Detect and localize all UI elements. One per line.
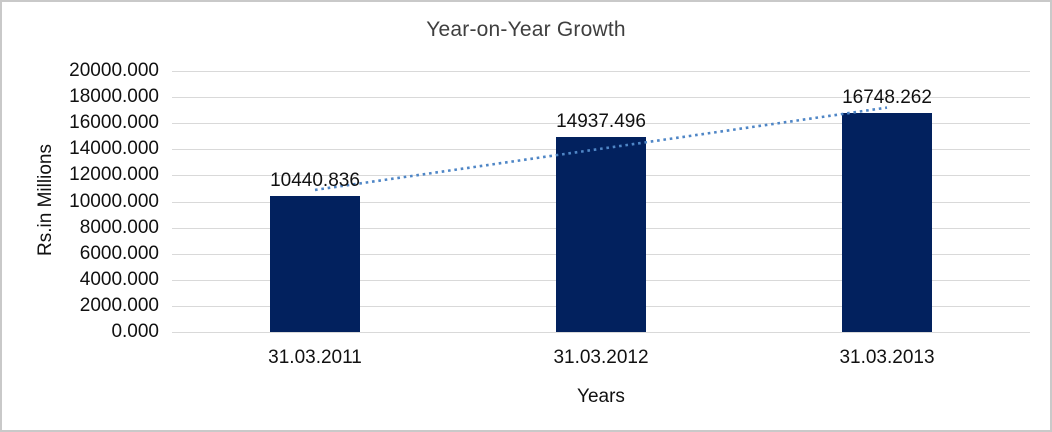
y-tick-label: 18000.000 (69, 86, 159, 108)
bar-data-label: 16748.262 (842, 87, 932, 109)
gridline (172, 332, 1030, 333)
y-tick-label: 4000.000 (79, 268, 159, 290)
chart-title: Year-on-Year Growth (426, 18, 626, 41)
y-tick-label: 12000.000 (69, 164, 159, 186)
x-category-label: 31.03.2012 (553, 347, 649, 368)
bar-31.03.2012 (556, 137, 646, 332)
gridline (172, 71, 1030, 72)
y-tick-label: 10000.000 (69, 190, 159, 212)
plot-area: 10440.836 14937.496 16748.262 (172, 71, 1030, 333)
y-tick-label: 0.000 (111, 321, 159, 342)
y-tick-label: 16000.000 (69, 112, 159, 134)
bar-31.03.2013 (842, 113, 932, 332)
x-axis-title: Years (577, 386, 625, 407)
bar-data-label: 10440.836 (270, 169, 360, 191)
x-category-label: 31.03.2013 (839, 347, 935, 368)
y-tick-label: 14000.000 (69, 138, 159, 160)
x-category-label: 31.03.2011 (268, 347, 362, 368)
y-tick-label: 6000.000 (79, 242, 159, 264)
trendline-svg (314, 106, 888, 192)
bar-31.03.2011 (270, 195, 360, 332)
trendline (314, 106, 888, 192)
bar-data-label: 14937.496 (556, 111, 646, 133)
gridline (172, 97, 1030, 99)
y-tick-label: 2000.000 (79, 294, 159, 316)
y-tick-label: 20000.000 (69, 60, 159, 81)
y-tick-label: 8000.000 (79, 216, 159, 238)
gridline (172, 123, 1030, 125)
